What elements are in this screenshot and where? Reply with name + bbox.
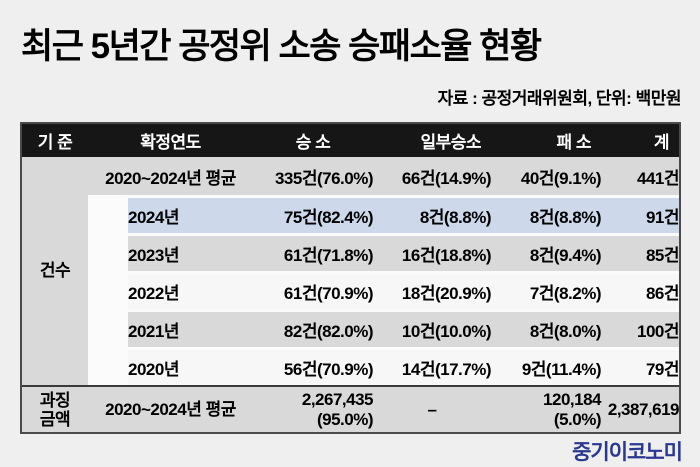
indent-cell bbox=[88, 347, 128, 385]
penalty-win-pct: (95.0%) bbox=[316, 409, 374, 429]
header-total: 계 bbox=[601, 124, 679, 157]
loss-value-2022: 7건(8.2%) bbox=[491, 271, 602, 309]
avg-year-label: 2020~2024년 평균 bbox=[88, 157, 253, 195]
partial-value-2021: 10건(10.0%) bbox=[373, 309, 492, 347]
loss-value-2021: 8건(8.0%) bbox=[491, 309, 602, 347]
total-value-2024: 91건 bbox=[601, 195, 680, 233]
year-label-2023: 2023년 bbox=[128, 233, 253, 271]
penalty-partial-dash: – bbox=[373, 385, 491, 432]
win-value-2021: 82건(82.0%) bbox=[253, 309, 374, 347]
penalty-loss-amount: 120,184 bbox=[543, 389, 601, 409]
total-value-2022: 86건 bbox=[601, 271, 680, 309]
partial-value-2024: 8건(8.8%) bbox=[373, 195, 492, 233]
header-criteria: 기 준 bbox=[22, 124, 88, 157]
loss-value-2023: 8건(9.4%) bbox=[491, 233, 602, 271]
penalty-total-value: 2,387,619 bbox=[601, 385, 680, 432]
table-row-2023: 2023년 61건(71.8%) 16건(18.8%) 8건(9.4%) 85건 bbox=[22, 233, 680, 271]
table-row-2020: 2020년 56건(70.9%) 14건(17.7%) 9건(11.4%) 79… bbox=[22, 347, 680, 385]
penalty-loss-value: 120,184 (5.0%) bbox=[491, 385, 602, 432]
partial-value-2020: 14건(17.7%) bbox=[373, 347, 492, 385]
publisher-logo: 중기이코노미 bbox=[572, 441, 683, 464]
year-label-2022: 2022년 bbox=[128, 271, 253, 309]
criteria-count-label: 건수 bbox=[22, 157, 88, 385]
source-note: 자료 : 공정거래위원회, 단위: 백만원 bbox=[437, 89, 682, 108]
loss-value-2020: 9건(11.4%) bbox=[491, 347, 602, 385]
avg-total-value: 441건 bbox=[601, 157, 680, 195]
indent-cell bbox=[88, 195, 128, 233]
partial-value-2023: 16건(18.8%) bbox=[373, 233, 492, 271]
win-value-2020: 56건(70.9%) bbox=[253, 347, 374, 385]
total-value-2023: 85건 bbox=[601, 233, 680, 271]
win-value-2023: 61건(71.8%) bbox=[253, 233, 374, 271]
year-label-2020: 2020년 bbox=[128, 347, 253, 385]
table-row-penalty-amount: 과징 금액 2020~2024년 평균 2,267,435 (95.0%) – … bbox=[22, 385, 680, 432]
table-row-2021: 2021년 82건(82.0%) 10건(10.0%) 8건(8.0%) 100… bbox=[22, 309, 680, 347]
criteria-penalty-line2: 금액 bbox=[39, 409, 71, 429]
penalty-loss-pct: (5.0%) bbox=[553, 409, 602, 429]
total-value-2020: 79건 bbox=[601, 347, 680, 385]
avg-loss-value: 40건(9.1%) bbox=[491, 157, 602, 195]
win-value-2024: 75건(82.4%) bbox=[253, 195, 374, 233]
header-loss: 패 소 bbox=[491, 124, 601, 157]
criteria-penalty-line1: 과징 bbox=[39, 390, 71, 410]
header-year: 확정연도 bbox=[88, 124, 253, 157]
partial-value-2022: 18건(20.9%) bbox=[373, 271, 492, 309]
avg-partial-value: 66건(14.9%) bbox=[373, 157, 492, 195]
total-value-2021: 100건 bbox=[601, 309, 680, 347]
header-partial-win: 일부승소 bbox=[373, 124, 491, 157]
table-row-average-count: 건수 2020~2024년 평균 335건(76.0%) 66건(14.9%) … bbox=[22, 157, 680, 385]
penalty-win-amount: 2,267,435 bbox=[301, 389, 374, 409]
win-loss-table: 기 준 확정연도 승 소 일부승소 패 소 계 건수 2020~2024년 평균… bbox=[20, 122, 681, 434]
win-value-2022: 61건(70.9%) bbox=[253, 271, 374, 309]
table-header-row: 기 준 확정연도 승 소 일부승소 패 소 계 bbox=[22, 124, 679, 157]
penalty-year-label: 2020~2024년 평균 bbox=[88, 385, 253, 432]
table-row-2024: 2024년 75건(82.4%) 8건(8.8%) 8건(8.8%) 91건 bbox=[22, 195, 680, 233]
indent-cell bbox=[88, 271, 128, 309]
avg-win-value: 335건(76.0%) bbox=[253, 157, 374, 195]
page-title: 최근 5년간 공정위 소송 승패소율 현황 bbox=[21, 27, 542, 66]
indent-cell bbox=[88, 309, 128, 347]
header-win: 승 소 bbox=[253, 124, 373, 157]
indent-cell bbox=[88, 233, 128, 271]
penalty-win-value: 2,267,435 (95.0%) bbox=[253, 385, 374, 432]
loss-value-2024: 8건(8.8%) bbox=[491, 195, 602, 233]
year-label-2024: 2024년 bbox=[128, 195, 253, 233]
year-label-2021: 2021년 bbox=[128, 309, 253, 347]
table-row-2022: 2022년 61건(70.9%) 18건(20.9%) 7건(8.2%) 86건 bbox=[22, 271, 680, 309]
criteria-penalty-label: 과징 금액 bbox=[22, 385, 88, 432]
